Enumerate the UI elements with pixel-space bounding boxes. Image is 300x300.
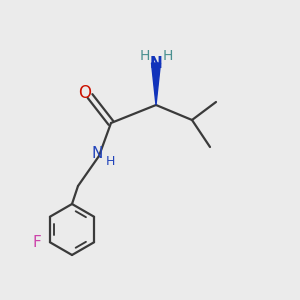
Text: H: H xyxy=(106,155,115,168)
Text: N: N xyxy=(150,56,162,70)
Text: O: O xyxy=(78,84,91,102)
Polygon shape xyxy=(152,63,160,105)
Text: F: F xyxy=(33,235,42,250)
Text: H: H xyxy=(162,49,172,62)
Text: H: H xyxy=(140,49,150,62)
Text: N: N xyxy=(92,146,103,160)
